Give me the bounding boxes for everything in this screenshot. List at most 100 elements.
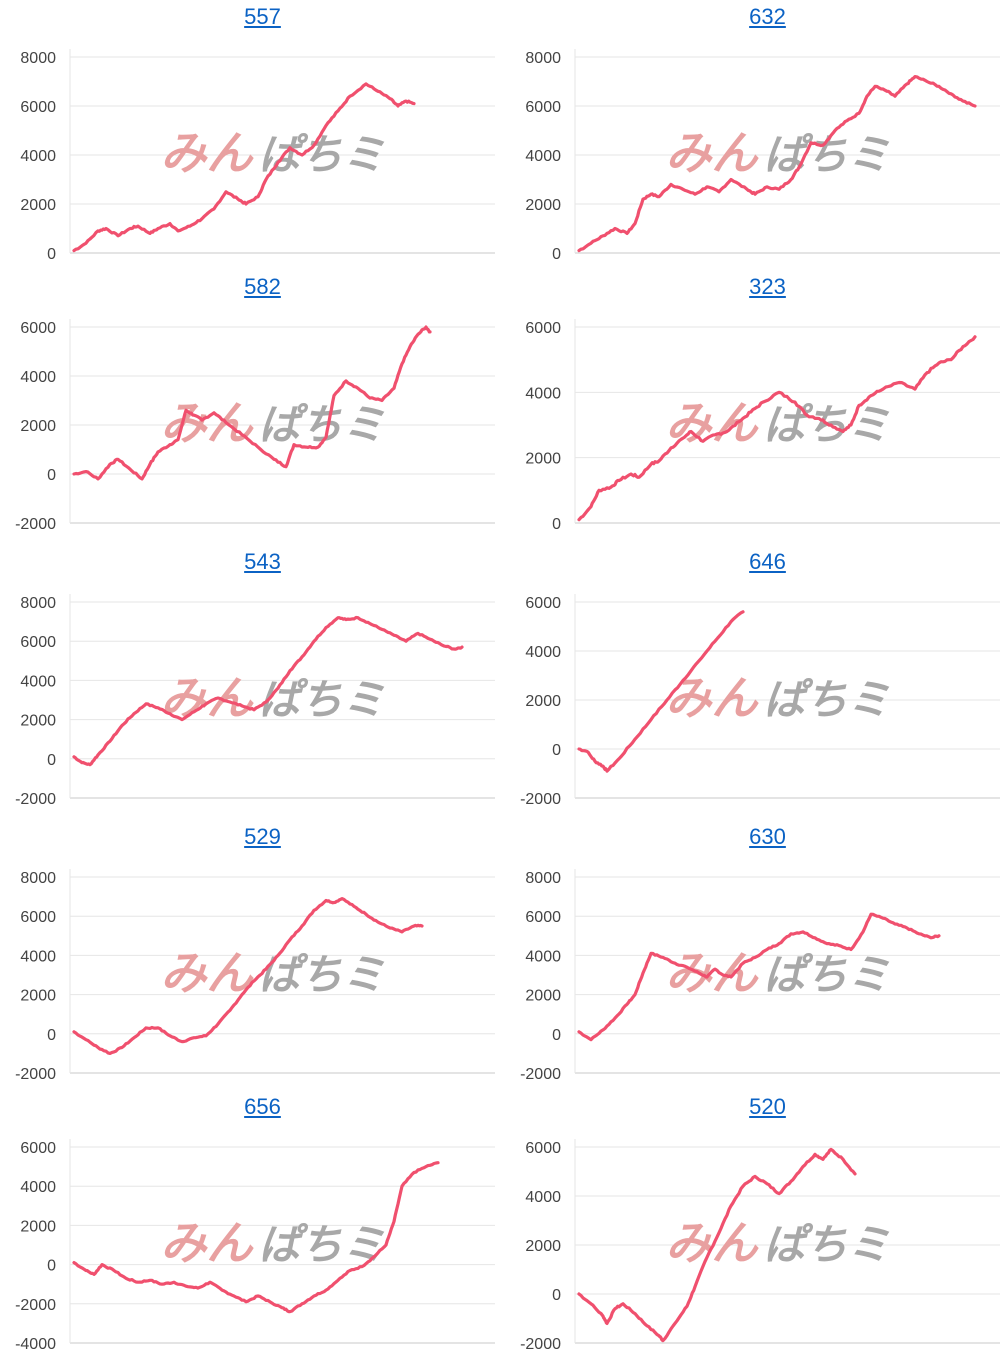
y-tick-label: -2000 [520,1336,561,1353]
y-tick-label: 6000 [20,99,56,116]
chart-title-link[interactable]: 543 [244,549,281,574]
chart-svg: -4000 -2000 0 2000 4000 6000 みん ぱちミ [15,1139,495,1353]
watermark-left-text: みん [666,671,760,725]
y-tick-label: 6000 [20,320,56,337]
series-line [72,325,432,481]
chart-title-link[interactable]: 520 [749,1094,786,1119]
y-tick-label: 2000 [20,713,56,730]
chart-title-link[interactable]: 630 [749,824,786,849]
y-tick-label: 4000 [20,369,56,386]
chart-title-link[interactable]: 632 [749,4,786,29]
series-line [577,912,941,1042]
chart-svg: 0 2000 4000 6000 8000 みん ぱちミ [525,49,1000,263]
watermark-right-text: ぱちミ [764,1220,890,1269]
watermark-left-text: みん [161,1216,255,1270]
y-tick-label: 6000 [20,909,56,926]
y-tick-label: -2000 [15,791,56,808]
y-tick-label: 6000 [525,99,561,116]
chart-svg: 0 2000 4000 6000 みん ぱちミ [525,319,1000,533]
watermark-logo: みん ぱちミ [161,946,385,1000]
chart-title-link[interactable]: 582 [244,274,281,299]
watermark-logo: みん ぱちミ [161,126,385,180]
y-tick-label: 6000 [525,909,561,926]
y-tick-label: -2000 [520,791,561,808]
series-line [72,82,416,253]
watermark-left-text: みん [666,126,760,180]
y-tick-label: 8000 [525,50,561,67]
chart-panel: 632 0 2000 4000 6000 8000 みん ぱちミ [505,0,1000,270]
y-tick-label: 0 [47,1027,56,1044]
y-tick-label: 0 [47,752,56,769]
y-tick-label: 2000 [20,1218,56,1235]
y-tick-label: -4000 [15,1336,56,1353]
chart-panel: 543 -2000 0 2000 4000 6000 8000 みん ぱちミ [0,545,495,815]
watermark-left-text: みん [161,126,255,180]
watermark-logo: みん ぱちミ [161,671,385,725]
y-tick-label: 4000 [20,148,56,165]
chart-panel: 646 -2000 0 2000 4000 6000 みん ぱちミ [505,545,1000,815]
series-line [577,75,977,253]
y-tick-label: 4000 [20,1179,56,1196]
chart-panel: 520 -2000 0 2000 4000 6000 みん ぱちミ [505,1090,1000,1360]
watermark-right-text: ぱちミ [259,1220,385,1269]
watermark-right-text: ぱちミ [764,130,890,179]
y-tick-label: 0 [47,1258,56,1275]
y-tick-label: 2000 [20,418,56,435]
y-tick-label: 8000 [20,870,56,887]
y-tick-label: 2000 [525,197,561,214]
y-tick-label: 4000 [525,948,561,965]
y-tick-label: 4000 [525,385,561,402]
y-tick-label: 2000 [20,988,56,1005]
y-tick-label: -2000 [520,1066,561,1083]
chart-svg: -2000 0 2000 4000 6000 8000 みん ぱちミ [15,869,495,1083]
series-line [72,615,464,767]
chart-panel: 323 0 2000 4000 6000 みん ぱちミ [505,270,1000,540]
chart-panel: 582 -2000 0 2000 4000 6000 みん ぱちミ [0,270,495,540]
watermark-right-text: ぱちミ [259,130,385,179]
chart-panel: 557 0 2000 4000 6000 8000 みん ぱちミ [0,0,495,270]
watermark-right-text: ぱちミ [259,950,385,999]
y-tick-label: 0 [552,1027,561,1044]
y-tick-label: -2000 [15,516,56,533]
watermark-right-text: ぱちミ [764,950,890,999]
series-line [72,897,424,1055]
y-tick-label: -2000 [15,1297,56,1314]
chart-svg: -2000 0 2000 4000 6000 みん ぱちミ [520,1139,1000,1353]
chart-title-link[interactable]: 323 [749,274,786,299]
watermark-logo: みん ぱちミ [666,671,890,725]
chart-panel: 656 -4000 -2000 0 2000 4000 6000 みん ぱちミ [0,1090,495,1360]
y-tick-label: 6000 [525,595,561,612]
y-tick-label: 2000 [525,693,561,710]
chart-panel: 630 -2000 0 2000 4000 6000 8000 みん ぱちミ [505,820,1000,1090]
y-tick-label: 2000 [20,197,56,214]
y-tick-label: 4000 [20,673,56,690]
y-tick-label: 0 [552,1287,561,1304]
y-tick-label: 2000 [525,1238,561,1255]
chart-title-link[interactable]: 557 [244,4,281,29]
chart-title-link[interactable]: 646 [749,549,786,574]
y-tick-label: 0 [552,742,561,759]
y-tick-label: 0 [47,246,56,263]
y-tick-label: 8000 [20,50,56,67]
y-tick-label: 4000 [20,948,56,965]
watermark-right-text: ぱちミ [764,675,890,724]
chart-panel: 529 -2000 0 2000 4000 6000 8000 みん ぱちミ [0,820,495,1090]
y-tick-label: 4000 [525,644,561,661]
watermark-logo: みん ぱちミ [161,1216,385,1270]
y-tick-label: -2000 [15,1066,56,1083]
watermark-left-text: みん [161,946,255,1000]
watermark-logo: みん ぱちミ [161,396,385,450]
watermark-right-text: ぱちミ [259,675,385,724]
series-line [577,610,745,773]
y-tick-label: 2000 [525,451,561,468]
chart-title-link[interactable]: 529 [244,824,281,849]
chart-svg: -2000 0 2000 4000 6000 みん ぱちミ [15,319,495,533]
series-line [577,1147,857,1343]
chart-svg: -2000 0 2000 4000 6000 みん ぱちミ [520,594,1000,808]
chart-title-link[interactable]: 656 [244,1094,281,1119]
y-tick-label: 0 [552,246,561,263]
y-tick-label: 6000 [525,320,561,337]
